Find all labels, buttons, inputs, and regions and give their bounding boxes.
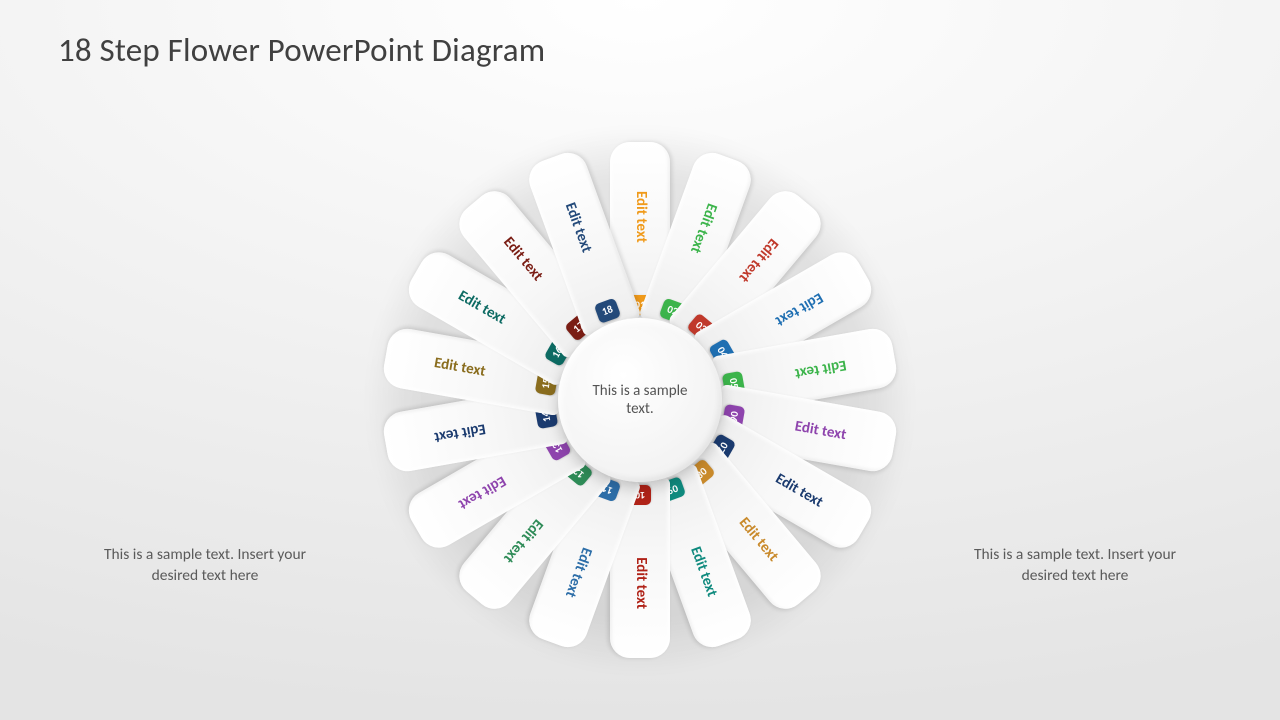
petal-label: Edit text	[614, 162, 666, 272]
hub-text: This is a sample text.	[580, 382, 700, 418]
caption-right: This is a sample text. Insert your desir…	[960, 545, 1190, 587]
flower-hub: This is a sample text.	[558, 318, 722, 482]
page-title: 18 Step Flower PowerPoint Diagram	[58, 30, 545, 70]
caption-left: This is a sample text. Insert your desir…	[90, 545, 320, 587]
petal-label: Edit text	[614, 528, 666, 638]
